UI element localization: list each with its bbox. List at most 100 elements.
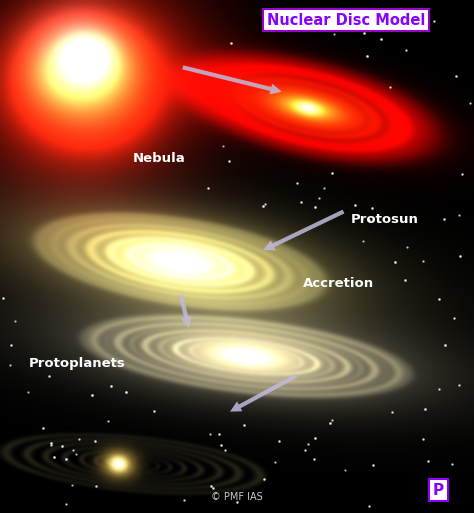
Point <box>441 341 448 349</box>
Point <box>369 13 377 22</box>
Point <box>107 382 115 390</box>
Point <box>391 258 399 266</box>
Point <box>311 434 319 442</box>
Point <box>47 439 55 447</box>
Text: Protoplanets: Protoplanets <box>28 357 125 370</box>
Point <box>225 157 232 165</box>
Point <box>91 437 99 445</box>
Point <box>304 440 312 448</box>
Point <box>326 419 334 427</box>
Point <box>365 216 373 224</box>
Point <box>435 295 442 303</box>
Point <box>51 453 58 461</box>
Point <box>215 430 223 438</box>
Point <box>58 442 65 450</box>
Point <box>436 385 443 393</box>
Point <box>151 406 158 415</box>
Point <box>260 475 268 483</box>
Point <box>0 294 7 302</box>
Point <box>24 387 31 396</box>
Point <box>73 450 80 458</box>
Text: P: P <box>433 483 444 498</box>
Point <box>430 17 438 25</box>
Point <box>378 34 385 43</box>
Point <box>369 461 376 469</box>
Point <box>89 391 96 399</box>
Point <box>351 201 359 209</box>
FancyArrowPatch shape <box>263 210 345 250</box>
FancyArrowPatch shape <box>182 65 282 94</box>
Point <box>311 203 319 211</box>
Point <box>459 169 466 177</box>
FancyArrowPatch shape <box>230 374 297 411</box>
Point <box>209 484 217 492</box>
Point <box>451 314 458 323</box>
Point <box>466 99 474 107</box>
Point <box>359 236 366 245</box>
Point <box>402 46 410 54</box>
Point <box>227 39 235 47</box>
Point <box>401 276 408 284</box>
Point <box>259 202 267 210</box>
Point <box>206 430 214 439</box>
Point <box>390 24 397 32</box>
Point <box>389 408 396 417</box>
Point <box>330 30 338 38</box>
Point <box>419 435 427 443</box>
Point <box>356 6 364 14</box>
Point <box>7 361 14 369</box>
Point <box>122 387 130 396</box>
Text: Protosun: Protosun <box>351 213 419 226</box>
Point <box>456 252 464 260</box>
Point <box>361 29 368 37</box>
Text: Accretion: Accretion <box>303 278 374 290</box>
Point <box>204 184 212 192</box>
Point <box>234 498 241 506</box>
Point <box>92 482 100 490</box>
Point <box>363 52 371 60</box>
Point <box>297 198 305 206</box>
Point <box>341 466 348 474</box>
Point <box>315 194 322 202</box>
Point <box>452 72 460 81</box>
Text: Nebula: Nebula <box>133 152 185 165</box>
Point <box>69 446 77 455</box>
Point <box>222 445 229 453</box>
Text: © PMF IAS: © PMF IAS <box>211 492 263 502</box>
Point <box>240 421 248 429</box>
Point <box>275 437 283 445</box>
Point <box>319 184 327 192</box>
Point <box>271 458 278 466</box>
Point <box>328 416 336 424</box>
Point <box>427 487 435 495</box>
Point <box>63 455 70 463</box>
Point <box>219 142 227 150</box>
Point <box>11 317 18 325</box>
Point <box>301 446 309 454</box>
Point <box>386 83 394 91</box>
Point <box>403 243 411 251</box>
Point <box>293 180 301 188</box>
Point <box>328 169 336 177</box>
Point <box>45 372 53 381</box>
Point <box>39 424 46 432</box>
Point <box>63 500 70 508</box>
Point <box>68 481 76 489</box>
Point <box>419 256 427 265</box>
Point <box>455 211 463 219</box>
Text: Nuclear Disc Model: Nuclear Disc Model <box>267 13 425 28</box>
Point <box>75 435 83 443</box>
Point <box>368 204 375 212</box>
Point <box>208 482 215 490</box>
FancyArrowPatch shape <box>179 294 191 328</box>
Point <box>48 441 55 449</box>
Point <box>261 200 269 208</box>
Point <box>310 455 318 463</box>
Point <box>421 405 428 413</box>
Point <box>180 496 187 504</box>
Point <box>448 460 456 468</box>
Point <box>456 381 463 389</box>
Point <box>7 341 15 349</box>
Point <box>104 417 111 425</box>
Point <box>365 502 373 510</box>
